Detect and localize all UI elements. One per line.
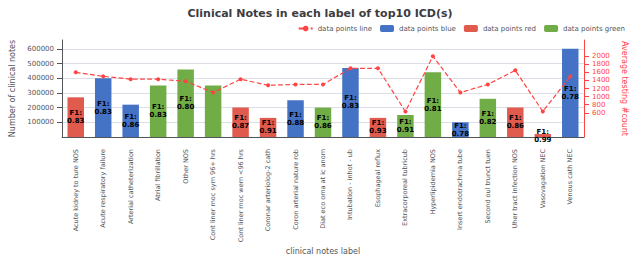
svg-text:F1:: F1:	[124, 113, 137, 121]
svg-text:data points line: data points line	[318, 25, 372, 33]
svg-text:F1:: F1:	[262, 119, 275, 127]
svg-text:F1:: F1:	[179, 95, 192, 103]
svg-text:800: 800	[592, 101, 605, 109]
svg-text:Intubation - inhot - ub: Intubation - inhot - ub	[346, 149, 354, 220]
svg-text:0.86: 0.86	[507, 122, 524, 130]
svg-text:F1:: F1:	[289, 111, 302, 119]
svg-text:2000: 2000	[592, 52, 610, 60]
svg-text:0.93: 0.93	[369, 127, 386, 135]
svg-text:Extracorporeal tubricub: Extracorporeal tubricub	[401, 149, 409, 226]
svg-text:F1:: F1:	[564, 85, 577, 93]
svg-text:Number of clinical notes: Number of clinical notes	[8, 40, 17, 137]
svg-text:Insert endotrachma tube: Insert endotrachma tube	[456, 149, 464, 230]
svg-text:0.82: 0.82	[479, 118, 496, 126]
svg-text:0.99: 0.99	[534, 136, 551, 144]
svg-text:400000: 400000	[27, 74, 54, 82]
svg-text:Other NOS: Other NOS	[182, 149, 190, 184]
svg-text:600000: 600000	[27, 45, 54, 53]
svg-text:Acute kidney to ture NOS: Acute kidney to ture NOS	[72, 149, 80, 231]
svg-text:500000: 500000	[27, 60, 54, 68]
svg-text:0.86: 0.86	[122, 121, 139, 129]
svg-text:1200: 1200	[592, 85, 610, 93]
svg-text:1800: 1800	[592, 60, 610, 68]
svg-text:0.91: 0.91	[397, 126, 414, 134]
svg-text:F1:: F1:	[97, 100, 110, 108]
svg-text:0.88: 0.88	[287, 119, 304, 127]
svg-text:F1:: F1:	[482, 110, 495, 118]
svg-text:Cont liner moc sym 96+ hrs: Cont liner moc sym 96+ hrs	[209, 148, 217, 240]
svg-text:Uher tract infection NOS: Uher tract infection NOS	[511, 149, 519, 228]
svg-text:F1:: F1:	[372, 119, 385, 127]
svg-text:0.86: 0.86	[314, 122, 331, 130]
svg-text:1600: 1600	[592, 68, 610, 76]
svg-text:600: 600	[592, 109, 605, 117]
svg-text:F1:: F1:	[234, 114, 247, 122]
svg-text:Venous cath NEC: Venous cath NEC	[566, 149, 574, 205]
svg-text:Atrial fibrillation: Atrial fibrillation	[154, 149, 162, 201]
svg-text:Vasovagation NEC: Vasovagation NEC	[539, 149, 547, 209]
svg-text:Coron arterial nature rob: Coron arterial nature rob	[292, 149, 300, 230]
svg-text:F1:: F1:	[317, 114, 330, 122]
svg-text:Average testing #count: Average testing #count	[620, 41, 629, 136]
svg-text:Esophageal reflux: Esophageal reflux	[374, 149, 382, 207]
svg-text:300000: 300000	[27, 89, 54, 97]
svg-text:100000: 100000	[27, 118, 54, 126]
svg-text:F1:: F1:	[344, 94, 357, 102]
svg-text:Arterial catheterization: Arterial catheterization	[127, 149, 135, 224]
svg-text:clinical notes label: clinical notes label	[286, 247, 360, 256]
svg-text:0.78: 0.78	[452, 130, 469, 138]
svg-text:F1:: F1:	[152, 103, 165, 111]
svg-text:0.91: 0.91	[259, 127, 276, 135]
svg-text:0.80: 0.80	[177, 103, 194, 111]
svg-text:data points red: data points red	[483, 25, 536, 33]
svg-text:Second oul trunct tuen: Second oul trunct tuen	[484, 149, 492, 223]
svg-text:Hyperlipidemia NOS: Hyperlipidemia NOS	[429, 149, 437, 215]
svg-text:data points blue: data points blue	[399, 25, 456, 33]
svg-text:1400: 1400	[592, 76, 610, 84]
svg-text:0.83: 0.83	[150, 111, 167, 119]
svg-text:F1:: F1:	[509, 114, 522, 122]
svg-text:Acute respiratory failure: Acute respiratory failure	[99, 149, 107, 228]
svg-text:Cont liner moc wem <96 hrs: Cont liner moc wem <96 hrs	[237, 148, 245, 242]
svg-text:200000: 200000	[27, 104, 54, 112]
svg-text:Coronar arteriolog-2 cath: Coronar arteriolog-2 cath	[264, 149, 272, 231]
svg-text:F1:: F1:	[454, 122, 467, 130]
svg-text:0.83: 0.83	[95, 108, 112, 116]
svg-text:1000: 1000	[592, 93, 610, 101]
svg-text:F1:: F1:	[399, 118, 412, 126]
svg-text:F1:: F1:	[70, 109, 83, 117]
svg-text:Clinical Notes in each label o: Clinical Notes in each label of top10 IC…	[187, 7, 452, 20]
svg-text:0.83: 0.83	[67, 117, 84, 125]
svg-text:0.87: 0.87	[232, 122, 249, 130]
svg-text:F1:: F1:	[537, 128, 550, 136]
svg-text:0.78: 0.78	[562, 93, 579, 101]
svg-text:Diat eco oma at ic anom: Diat eco oma at ic anom	[319, 149, 327, 229]
svg-text:0.83: 0.83	[342, 102, 359, 110]
svg-text:data points green: data points green	[563, 25, 625, 33]
svg-text:0.81: 0.81	[424, 105, 441, 113]
svg-text:F1:: F1:	[427, 97, 440, 105]
